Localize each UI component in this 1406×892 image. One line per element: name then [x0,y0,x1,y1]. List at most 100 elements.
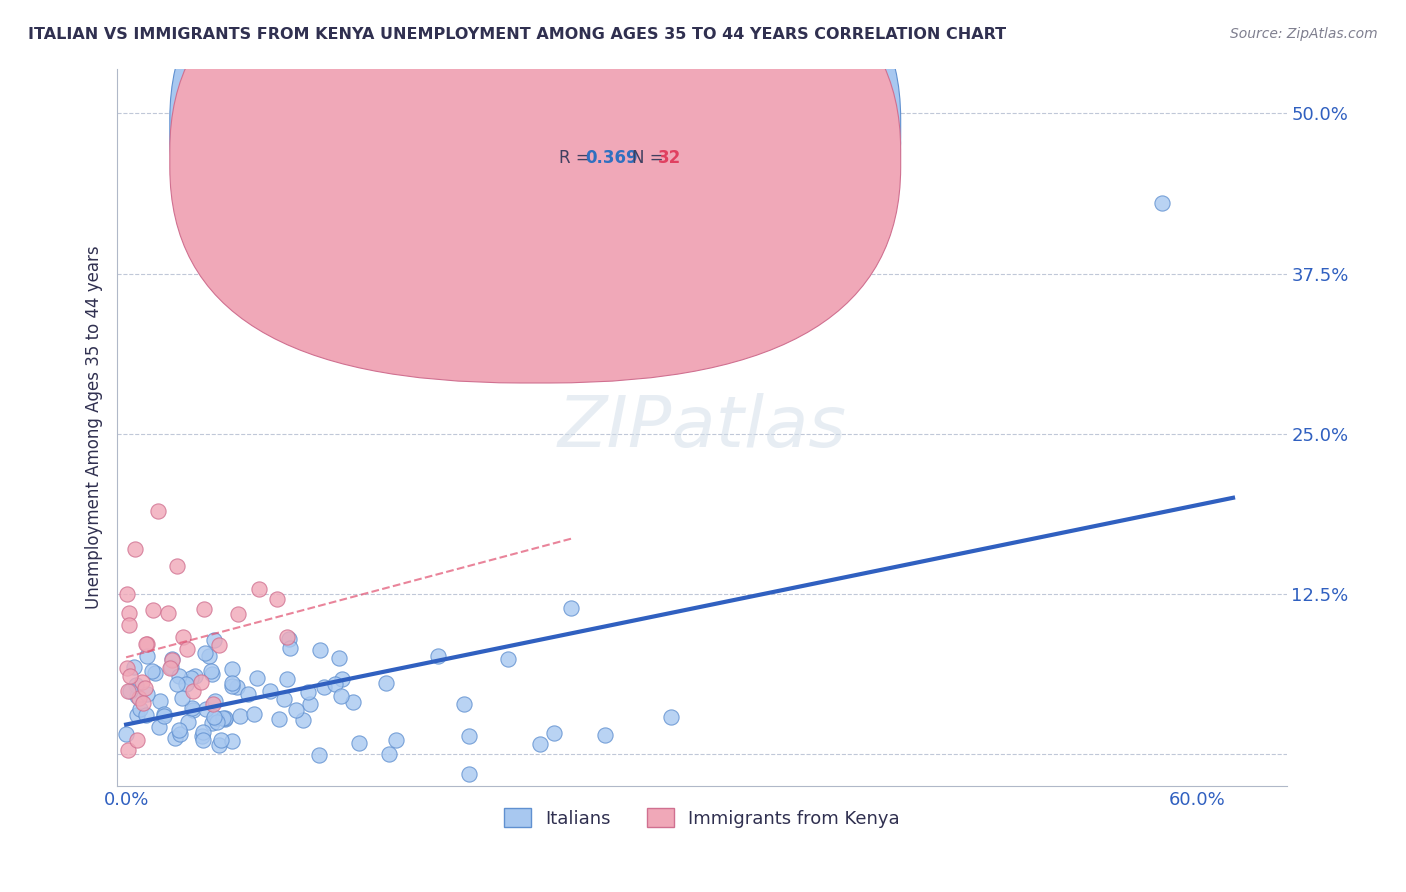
Point [128,691,150,706]
Point [125,690,148,704]
Point [201,716,224,731]
Point [221,679,243,693]
Y-axis label: Unemployment Among Ages 35 to 44 years: Unemployment Among Ages 35 to 44 years [86,245,103,609]
Legend: Italians, Immigrants from Kenya: Italians, Immigrants from Kenya [496,801,907,835]
Point [498,652,520,666]
Point [228,709,250,723]
Point [202,710,225,724]
Point [191,733,214,747]
Point [342,695,364,709]
Point [118,669,141,683]
Point [247,582,270,597]
Point [118,607,141,621]
Point [148,504,170,518]
Point [278,640,301,655]
Point [122,659,145,673]
Point [167,723,190,738]
Point [181,703,204,717]
Point [209,733,232,747]
Point [132,696,155,710]
Point [162,652,184,666]
Point [157,606,180,620]
Point [225,680,247,694]
Point [593,728,616,742]
Point [214,712,236,726]
Point [211,711,233,725]
Point [323,677,346,691]
Point [117,743,139,757]
Point [560,601,582,615]
Point [207,714,229,729]
Point [183,669,205,683]
Point [243,706,266,721]
Point [118,617,141,632]
Point [193,646,215,660]
Point [159,661,181,675]
Point [378,747,401,761]
Point [160,653,183,667]
Point [453,697,475,711]
Point [277,632,299,646]
Point [330,689,353,703]
Point [190,674,212,689]
Text: Source: ZipAtlas.com: Source: ZipAtlas.com [1230,27,1378,41]
Point [141,665,163,679]
Point [426,649,449,664]
Text: N =: N = [631,120,669,137]
Point [172,630,194,644]
Point [127,708,149,723]
Point [176,641,198,656]
Point [115,660,138,674]
Text: R =: R = [560,149,595,168]
Point [259,684,281,698]
Point [221,734,243,748]
Point [207,638,229,652]
Point [285,703,308,717]
FancyBboxPatch shape [491,104,748,191]
Point [136,648,159,663]
Point [205,711,228,725]
Point [193,602,215,616]
Point [308,747,330,762]
Point [131,674,153,689]
Point [221,662,243,676]
Text: R =: R = [560,120,595,137]
Point [180,671,202,685]
Point [659,710,682,724]
Point [125,678,148,692]
Point [273,692,295,706]
Point [172,690,194,705]
Point [200,664,222,678]
Point [314,681,336,695]
Point [197,648,219,663]
Point [115,587,138,601]
Point [201,697,224,711]
Point [153,709,176,723]
Point [152,706,174,721]
Point [291,713,314,727]
Point [166,677,188,691]
FancyBboxPatch shape [170,0,901,383]
Point [202,633,225,648]
Point [221,676,243,690]
Text: 91: 91 [658,120,681,137]
Point [276,672,298,686]
Point [308,643,330,657]
Point [347,736,370,750]
Point [328,651,350,665]
Point [458,766,481,780]
Point [298,697,321,711]
Point [166,558,188,573]
Point [127,732,149,747]
Point [543,726,565,740]
Point [118,684,141,698]
Point [191,729,214,743]
Point [117,684,139,698]
Point [246,672,269,686]
Point [148,721,170,735]
Point [236,687,259,701]
Point [124,542,146,557]
Point [214,711,236,725]
Point [135,707,157,722]
Point [135,687,157,701]
